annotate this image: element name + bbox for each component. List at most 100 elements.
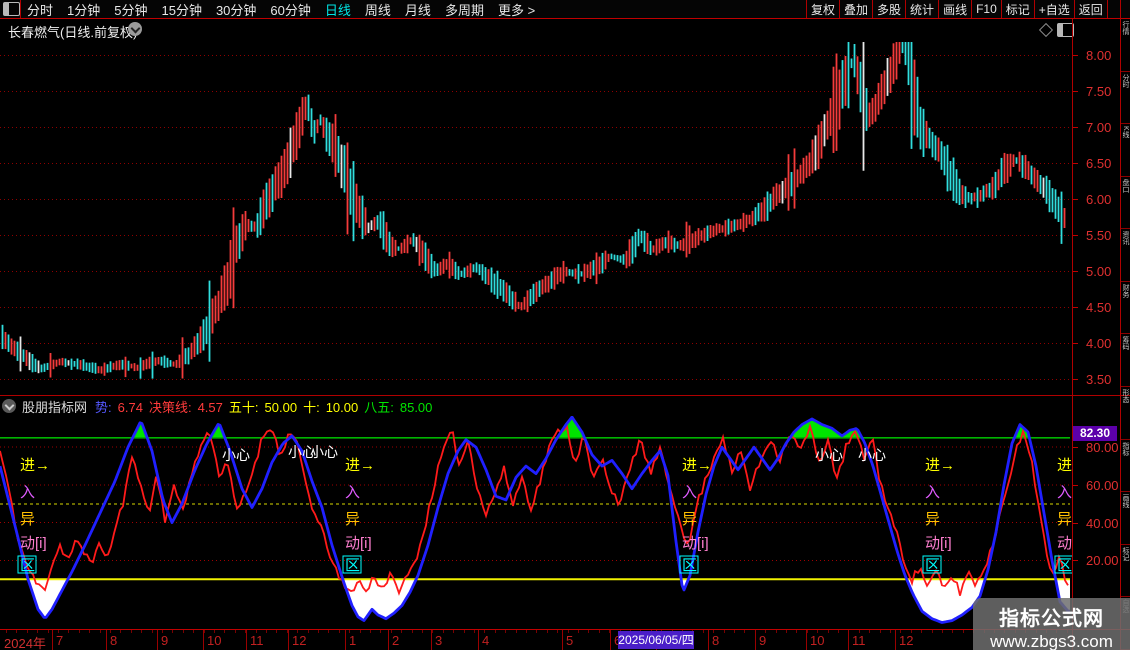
sidebar-tab-财务[interactable]: 财务 (1121, 282, 1130, 335)
price-axis: 8.00 7.50 7.00 6.50 6.00 5.50 5.00 4.50 4.00 3.50 (1072, 40, 1120, 396)
week-tick (963, 630, 964, 633)
zone-label: 区 (682, 557, 697, 574)
period-tabs: 分时 1分钟 5分钟 15分钟 30分钟 60分钟 日线 周线 月线 多周期 更多 > (27, 0, 535, 18)
toolbar-actions: 复权 叠加 多股 统计 画线 F10 标记 +自选 返回 (806, 0, 1108, 18)
period-tab-60分钟[interactable]: 60分钟 (270, 2, 311, 18)
price-label: 6.00 (1086, 192, 1112, 207)
axis-border (1072, 19, 1073, 650)
price-label: 3.50 (1086, 372, 1112, 387)
week-tick (932, 630, 933, 633)
period-tab-日线[interactable]: 日线 (324, 2, 351, 18)
zone-label: 异 (1057, 511, 1072, 528)
week-tick (183, 630, 184, 633)
week-tick (443, 630, 444, 633)
period-tab-分时[interactable]: 分时 (27, 2, 54, 18)
candlestick-chart[interactable] (0, 40, 1072, 395)
week-tick (900, 630, 901, 633)
zone-label: 进→ (20, 457, 50, 474)
week-tick (859, 630, 860, 633)
month-label: 10 (810, 633, 825, 648)
month-separator (708, 630, 709, 650)
week-tick (744, 630, 745, 633)
month-separator (478, 630, 479, 650)
indicator-chart[interactable]: 进→ 入异动[i] 区 进→ 入异动[i] 区 进→ 入异动[i] 区 进→ 入异动[i] 区 进→ 入异… (0, 416, 1072, 629)
indicator-tick (1072, 484, 1078, 486)
period-tab-30分钟[interactable]: 30分钟 (215, 2, 257, 18)
toolbar-button-统计[interactable]: 统计 (905, 0, 938, 18)
period-tab-5分钟[interactable]: 5分钟 (114, 2, 148, 18)
month-label: 4 (482, 633, 490, 648)
week-tick (412, 630, 413, 633)
sidebar-tab-K线[interactable]: K线 (1121, 124, 1130, 177)
sidebar-tab-label: 盘口 (1122, 178, 1129, 193)
week-tick (276, 630, 277, 633)
sidebar-tab-资讯[interactable]: 资讯 (1121, 229, 1130, 282)
period-tab-周线[interactable]: 周线 (364, 2, 391, 18)
week-tick (422, 630, 423, 633)
price-tick (1072, 55, 1078, 56)
period-tab-15分钟[interactable]: 15分钟 (161, 2, 202, 18)
toolbar-button-复权[interactable]: 复权 (806, 0, 839, 18)
month-label: 12 (899, 633, 914, 648)
week-tick (713, 630, 714, 633)
indicator-collapse-icon[interactable] (2, 399, 16, 413)
week-tick (609, 630, 610, 633)
toolbar-button-画线[interactable]: 画线 (938, 0, 971, 18)
zone-label: 区 (20, 557, 35, 574)
period-tab-1分钟[interactable]: 1分钟 (67, 2, 101, 18)
sidebar-tab-盘口[interactable]: 盘口 (1121, 177, 1130, 230)
sidebar-tab-画线[interactable]: 画线 (1121, 492, 1130, 545)
week-tick (339, 630, 340, 633)
month-label: 5 (566, 633, 574, 648)
period-tab-更多 >[interactable]: 更多 > (497, 2, 536, 18)
toolbar-button-+自选[interactable]: +自选 (1033, 0, 1074, 18)
price-tick (1072, 379, 1078, 380)
panel-toggle-icon[interactable] (1057, 23, 1074, 37)
month-label: 7 (56, 633, 64, 648)
toolbar-button-标记[interactable]: 标记 (1000, 0, 1034, 18)
watermark: 指标公式网 www.zbgs3.com (973, 598, 1130, 650)
indicator-tick (1072, 560, 1078, 562)
indicator-param-value: 85.00 (399, 399, 433, 415)
week-tick (360, 630, 361, 633)
month-label: 11 (250, 633, 264, 648)
watermark-url: www.zbgs3.com (990, 632, 1113, 650)
price-label: 5.50 (1086, 228, 1112, 243)
price-label: 7.50 (1086, 84, 1112, 99)
sidebar-tab-筹码[interactable]: 筹码 (1121, 334, 1130, 388)
window-layout-icon[interactable] (3, 2, 20, 16)
watermark-site-name: 指标公式网 (999, 608, 1104, 630)
zone-label: 进→ (682, 457, 712, 474)
zone-label: 动[i] (1057, 535, 1072, 552)
period-tab-月线[interactable]: 月线 (404, 2, 431, 18)
zone-label: 区 (345, 557, 360, 574)
week-tick (48, 630, 49, 633)
zone-label: 入 (682, 484, 697, 501)
sidebar-tab-分时[interactable]: 分时 (1121, 72, 1130, 125)
toolbar-button-叠加[interactable]: 叠加 (839, 0, 872, 18)
indicator-param-label: 十: (303, 399, 320, 415)
week-tick (776, 630, 777, 633)
sidebar-tab-指标[interactable]: 指标 (1121, 440, 1130, 493)
week-tick (401, 630, 402, 633)
sidebar-tab-label: 标记 (1122, 546, 1129, 561)
zone-label: 异 (925, 511, 940, 528)
toolbar-button-多股[interactable]: 多股 (872, 0, 905, 18)
title-bar: 长春燃气(日线.前复权) (0, 19, 1130, 40)
week-tick (807, 630, 808, 633)
period-tab-多周期[interactable]: 多周期 (444, 2, 484, 18)
indicator-param-label: 势: (95, 399, 112, 415)
price-tick (1072, 199, 1078, 200)
week-tick (786, 630, 787, 633)
indicator-param-label: 八五: (364, 399, 394, 415)
month-separator (106, 630, 107, 650)
week-tick (380, 630, 381, 633)
right-sidebar: 行情分时K线盘口资讯财务筹码形态指标画线标记自选 (1121, 19, 1130, 650)
title-dropdown-icon[interactable] (128, 22, 142, 36)
sidebar-tab-形态[interactable]: 形态 (1121, 387, 1130, 440)
toolbar-button-返回[interactable]: 返回 (1073, 0, 1108, 18)
toolbar-button-F10[interactable]: F10 (971, 0, 1001, 18)
sidebar-tab-行情[interactable]: 行情 (1121, 19, 1130, 72)
diamond-icon[interactable] (1038, 22, 1054, 38)
sidebar-tab-标记[interactable]: 标记 (1121, 545, 1130, 598)
